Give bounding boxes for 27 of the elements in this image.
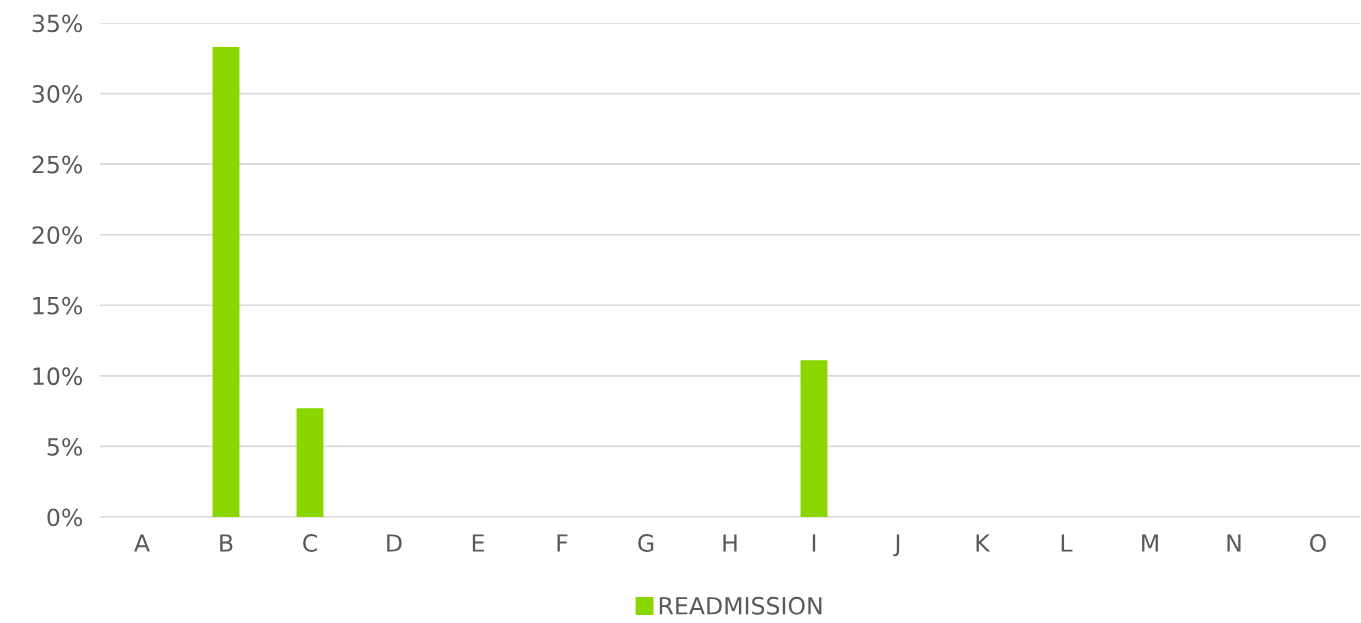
x-tick-label: I: [812, 534, 816, 552]
x-tick-label: O: [1310, 534, 1326, 552]
y-tick-label: 5%: [47, 437, 83, 456]
x-tick-label: G: [638, 534, 654, 552]
bar: [296, 408, 324, 517]
legend-label: READMISSION: [659, 596, 822, 615]
x-tick-label: M: [1142, 534, 1158, 552]
x-tick-label: J: [893, 534, 900, 557]
x-tick-label: N: [1227, 534, 1241, 552]
x-tick-label: L: [1061, 534, 1073, 552]
x-tick-label: H: [723, 534, 737, 552]
x-tick-label: K: [976, 534, 991, 552]
y-tick-label: 25%: [32, 155, 83, 174]
y-tick-label: 20%: [32, 226, 83, 245]
bar: [212, 46, 240, 517]
y-tick-label: 0%: [47, 508, 83, 527]
y-tick-label: 10%: [33, 367, 83, 386]
x-tick-label: B: [220, 534, 233, 552]
y-tick-label: 35%: [32, 14, 83, 33]
y-tick-label: 30%: [32, 85, 83, 103]
bar: [800, 360, 828, 517]
x-tick-label: C: [303, 534, 317, 552]
x-tick-label: D: [387, 534, 402, 552]
x-tick-label: F: [557, 534, 568, 552]
y-tick-label: 15%: [33, 296, 83, 315]
x-tick-label: E: [472, 534, 484, 552]
x-tick-label: A: [134, 534, 150, 552]
